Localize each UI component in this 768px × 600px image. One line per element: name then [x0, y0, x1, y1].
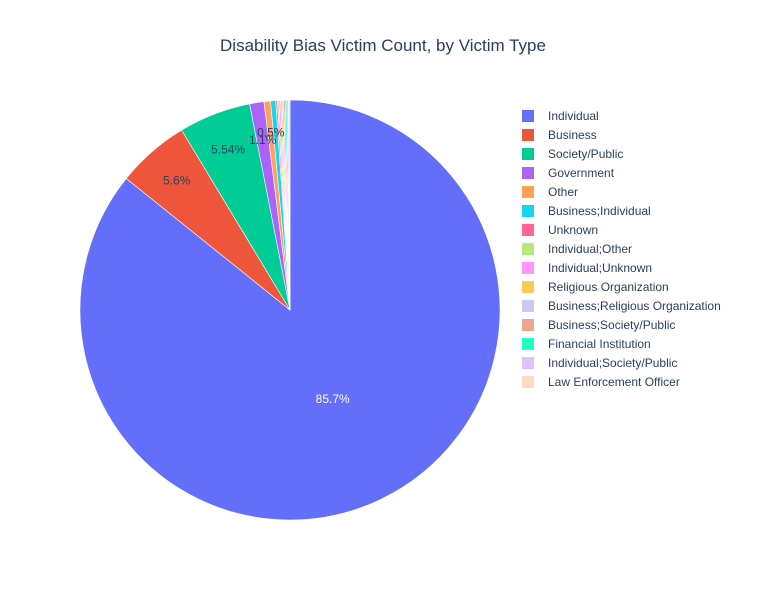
legend-label: Religious Organization	[548, 280, 669, 294]
legend-label: Other	[548, 185, 578, 199]
legend-swatch	[522, 110, 534, 122]
pie-slice-law-enforcement-officer[interactable]	[288, 99, 291, 311]
legend: Individual Business Society/Public Governme…	[522, 109, 721, 389]
legend-item-business[interactable]: Business	[522, 128, 597, 142]
slice-label-individual: 85.7%	[316, 392, 350, 406]
legend-label: Society/Public	[548, 147, 623, 161]
legend-swatch	[522, 148, 534, 160]
legend-label: Individual;Unknown	[548, 261, 652, 275]
legend-label: Government	[548, 166, 615, 180]
legend-item-individual-other[interactable]: Individual;Other	[522, 242, 632, 256]
pie-slices	[79, 99, 501, 521]
legend-item-business-society-public[interactable]: Business;Society/Public	[522, 318, 675, 332]
legend-swatch	[522, 205, 534, 217]
legend-swatch	[522, 338, 534, 350]
slice-label-business: 5.6%	[163, 174, 191, 188]
legend-label: Law Enforcement Officer	[548, 375, 680, 389]
legend-item-unknown[interactable]: Unknown	[522, 223, 598, 237]
legend-swatch	[522, 186, 534, 198]
legend-label: Business;Society/Public	[548, 318, 675, 332]
legend-item-individual-society-public[interactable]: Individual;Society/Public	[522, 356, 677, 370]
legend-swatch	[522, 281, 534, 293]
legend-label: Business;Individual	[548, 204, 651, 218]
chart-title: Disability Bias Victim Count, by Victim …	[220, 36, 546, 55]
legend-swatch	[522, 129, 534, 141]
legend-label: Business	[548, 128, 597, 142]
legend-item-business-religious-organization[interactable]: Business;Religious Organization	[522, 299, 721, 313]
legend-swatch	[522, 167, 534, 179]
legend-label: Financial Institution	[548, 337, 651, 351]
slice-label-other: 0.5%	[257, 125, 285, 139]
legend-item-society-public[interactable]: Society/Public	[522, 147, 623, 161]
legend-label: Individual;Other	[548, 242, 632, 256]
legend-swatch	[522, 243, 534, 255]
legend-label: Business;Religious Organization	[548, 299, 721, 313]
legend-swatch	[522, 376, 534, 388]
legend-item-law-enforcement-officer[interactable]: Law Enforcement Officer	[522, 375, 680, 389]
legend-item-financial-institution[interactable]: Financial Institution	[522, 337, 651, 351]
slice-label-society-public: 5.54%	[211, 143, 245, 157]
legend-item-religious-organization[interactable]: Religious Organization	[522, 280, 669, 294]
slice-label-government: 1.1%	[249, 133, 277, 147]
legend-swatch	[522, 357, 534, 369]
legend-item-individual[interactable]: Individual	[522, 109, 599, 123]
legend-item-government[interactable]: Government	[522, 166, 615, 180]
legend-swatch	[522, 300, 534, 312]
legend-item-business-individual[interactable]: Business;Individual	[522, 204, 651, 218]
legend-swatch	[522, 319, 534, 331]
legend-item-individual-unknown[interactable]: Individual;Unknown	[522, 261, 652, 275]
legend-item-other[interactable]: Other	[522, 185, 578, 199]
pie-labels: 85.7% 5.6% 5.54% 1.1%0.5%	[163, 125, 350, 406]
legend-swatch	[522, 224, 534, 236]
legend-swatch	[522, 262, 534, 274]
legend-label: Individual;Society/Public	[548, 356, 677, 370]
legend-label: Unknown	[548, 223, 598, 237]
legend-label: Individual	[548, 109, 599, 123]
